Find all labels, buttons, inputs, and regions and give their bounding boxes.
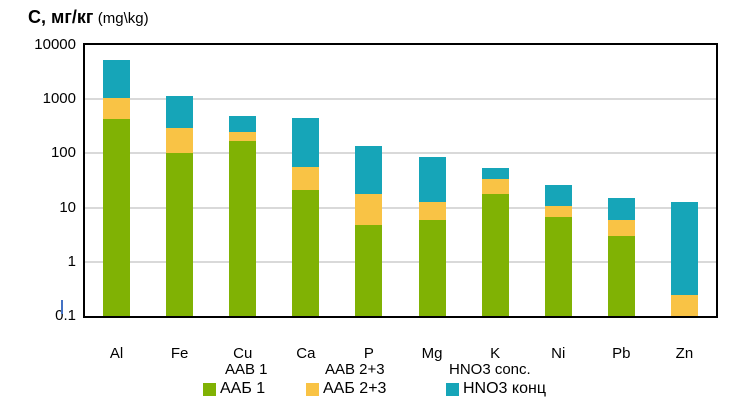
bar-segment-p-series2 (355, 194, 383, 225)
bar-segment-cu-series1 (229, 140, 257, 316)
bar-segment-al-series3 (103, 59, 131, 99)
x-category-label-p: P (363, 345, 374, 362)
bar-segment-k-series2 (481, 179, 509, 194)
x-category-label-mg: Mg (421, 345, 443, 362)
bar-segment-ni-series2 (544, 205, 572, 218)
gridline (85, 152, 716, 155)
plot-area (83, 43, 718, 318)
legend-item-aab23: ААБ 2+3 (306, 380, 386, 398)
y-tick-label: 100 (50, 144, 76, 162)
legend-label-aab23: ААБ 2+3 (323, 380, 387, 397)
x-category-label-k: K (490, 345, 501, 362)
bar-segment-mg-series1 (418, 220, 446, 316)
bar-segment-ca-series1 (292, 190, 320, 316)
bar-segment-mg-series3 (418, 157, 446, 202)
gridline (85, 206, 716, 209)
bar-segment-fe-series2 (166, 127, 194, 154)
x-category-label-cu: Cu (233, 345, 253, 362)
y-tick-label: 1 (67, 252, 76, 270)
bar-segment-cu-series3 (229, 116, 257, 132)
legend-label-hno3: HNO3 конц (463, 380, 546, 397)
bar-segment-fe-series3 (166, 96, 194, 128)
bar-segment-zn-series2 (670, 295, 698, 316)
x-category-label-pb: Pb (612, 345, 631, 362)
legend-swatch-aab1 (203, 382, 216, 396)
y-tick-label: 0.1 (55, 307, 76, 324)
chart-title: С, мг/кг (mg\kg) (28, 7, 149, 28)
bar-segment-al-series2 (103, 98, 131, 119)
bar-segment-mg-series2 (418, 201, 446, 220)
bar-segment-ni-series3 (544, 185, 572, 206)
legend-swatch-hno3 (446, 382, 459, 396)
bar-segment-p-series1 (355, 224, 383, 316)
x-category-label-ni: Ni (551, 345, 566, 362)
legend-item-aab1: ААБ 1 (203, 380, 265, 398)
legend-item-hno3: HNO3 конц (446, 380, 546, 398)
y-tick-label: 1000 (42, 90, 76, 108)
chart-title-main: С, мг/кг (28, 7, 94, 27)
bar-segment-k-series1 (481, 193, 509, 316)
gridline (85, 98, 716, 101)
x-category-label-zn: Zn (675, 345, 694, 362)
gridline (85, 260, 716, 263)
bar-segment-pb-series2 (607, 220, 635, 236)
legend-swatch-aab23 (306, 382, 319, 396)
x-category-label-al: Al (109, 345, 124, 362)
bar-segment-ca-series2 (292, 167, 320, 191)
bar-segment-ni-series1 (544, 217, 572, 316)
bar-segment-zn-series3 (670, 202, 698, 296)
bar-segment-ca-series3 (292, 117, 320, 168)
bar-segment-k-series3 (481, 167, 509, 180)
chart-title-unit: (mg\kg) (97, 10, 149, 27)
legend-translation-aab23: AAB 2+3 (325, 361, 385, 378)
legend-translation-hno3: HNO3 conc. (449, 361, 531, 378)
bar-segment-al-series1 (103, 118, 131, 316)
legend-translation-aab1: AAB 1 (225, 361, 268, 378)
y-tick-label: 10 (59, 198, 76, 216)
x-category-label-fe: Fe (170, 345, 189, 362)
bar-segment-pb-series3 (607, 197, 635, 220)
x-category-label-ca: Ca (296, 345, 316, 362)
bar-segment-cu-series2 (229, 131, 257, 141)
y-tick-label: 10000 (34, 36, 76, 53)
bar-segment-p-series3 (355, 146, 383, 195)
text-cursor-artifact (61, 300, 63, 314)
legend-label-aab1: ААБ 1 (220, 380, 266, 397)
bar-segment-fe-series1 (166, 153, 194, 316)
bar-segment-pb-series1 (607, 235, 635, 316)
